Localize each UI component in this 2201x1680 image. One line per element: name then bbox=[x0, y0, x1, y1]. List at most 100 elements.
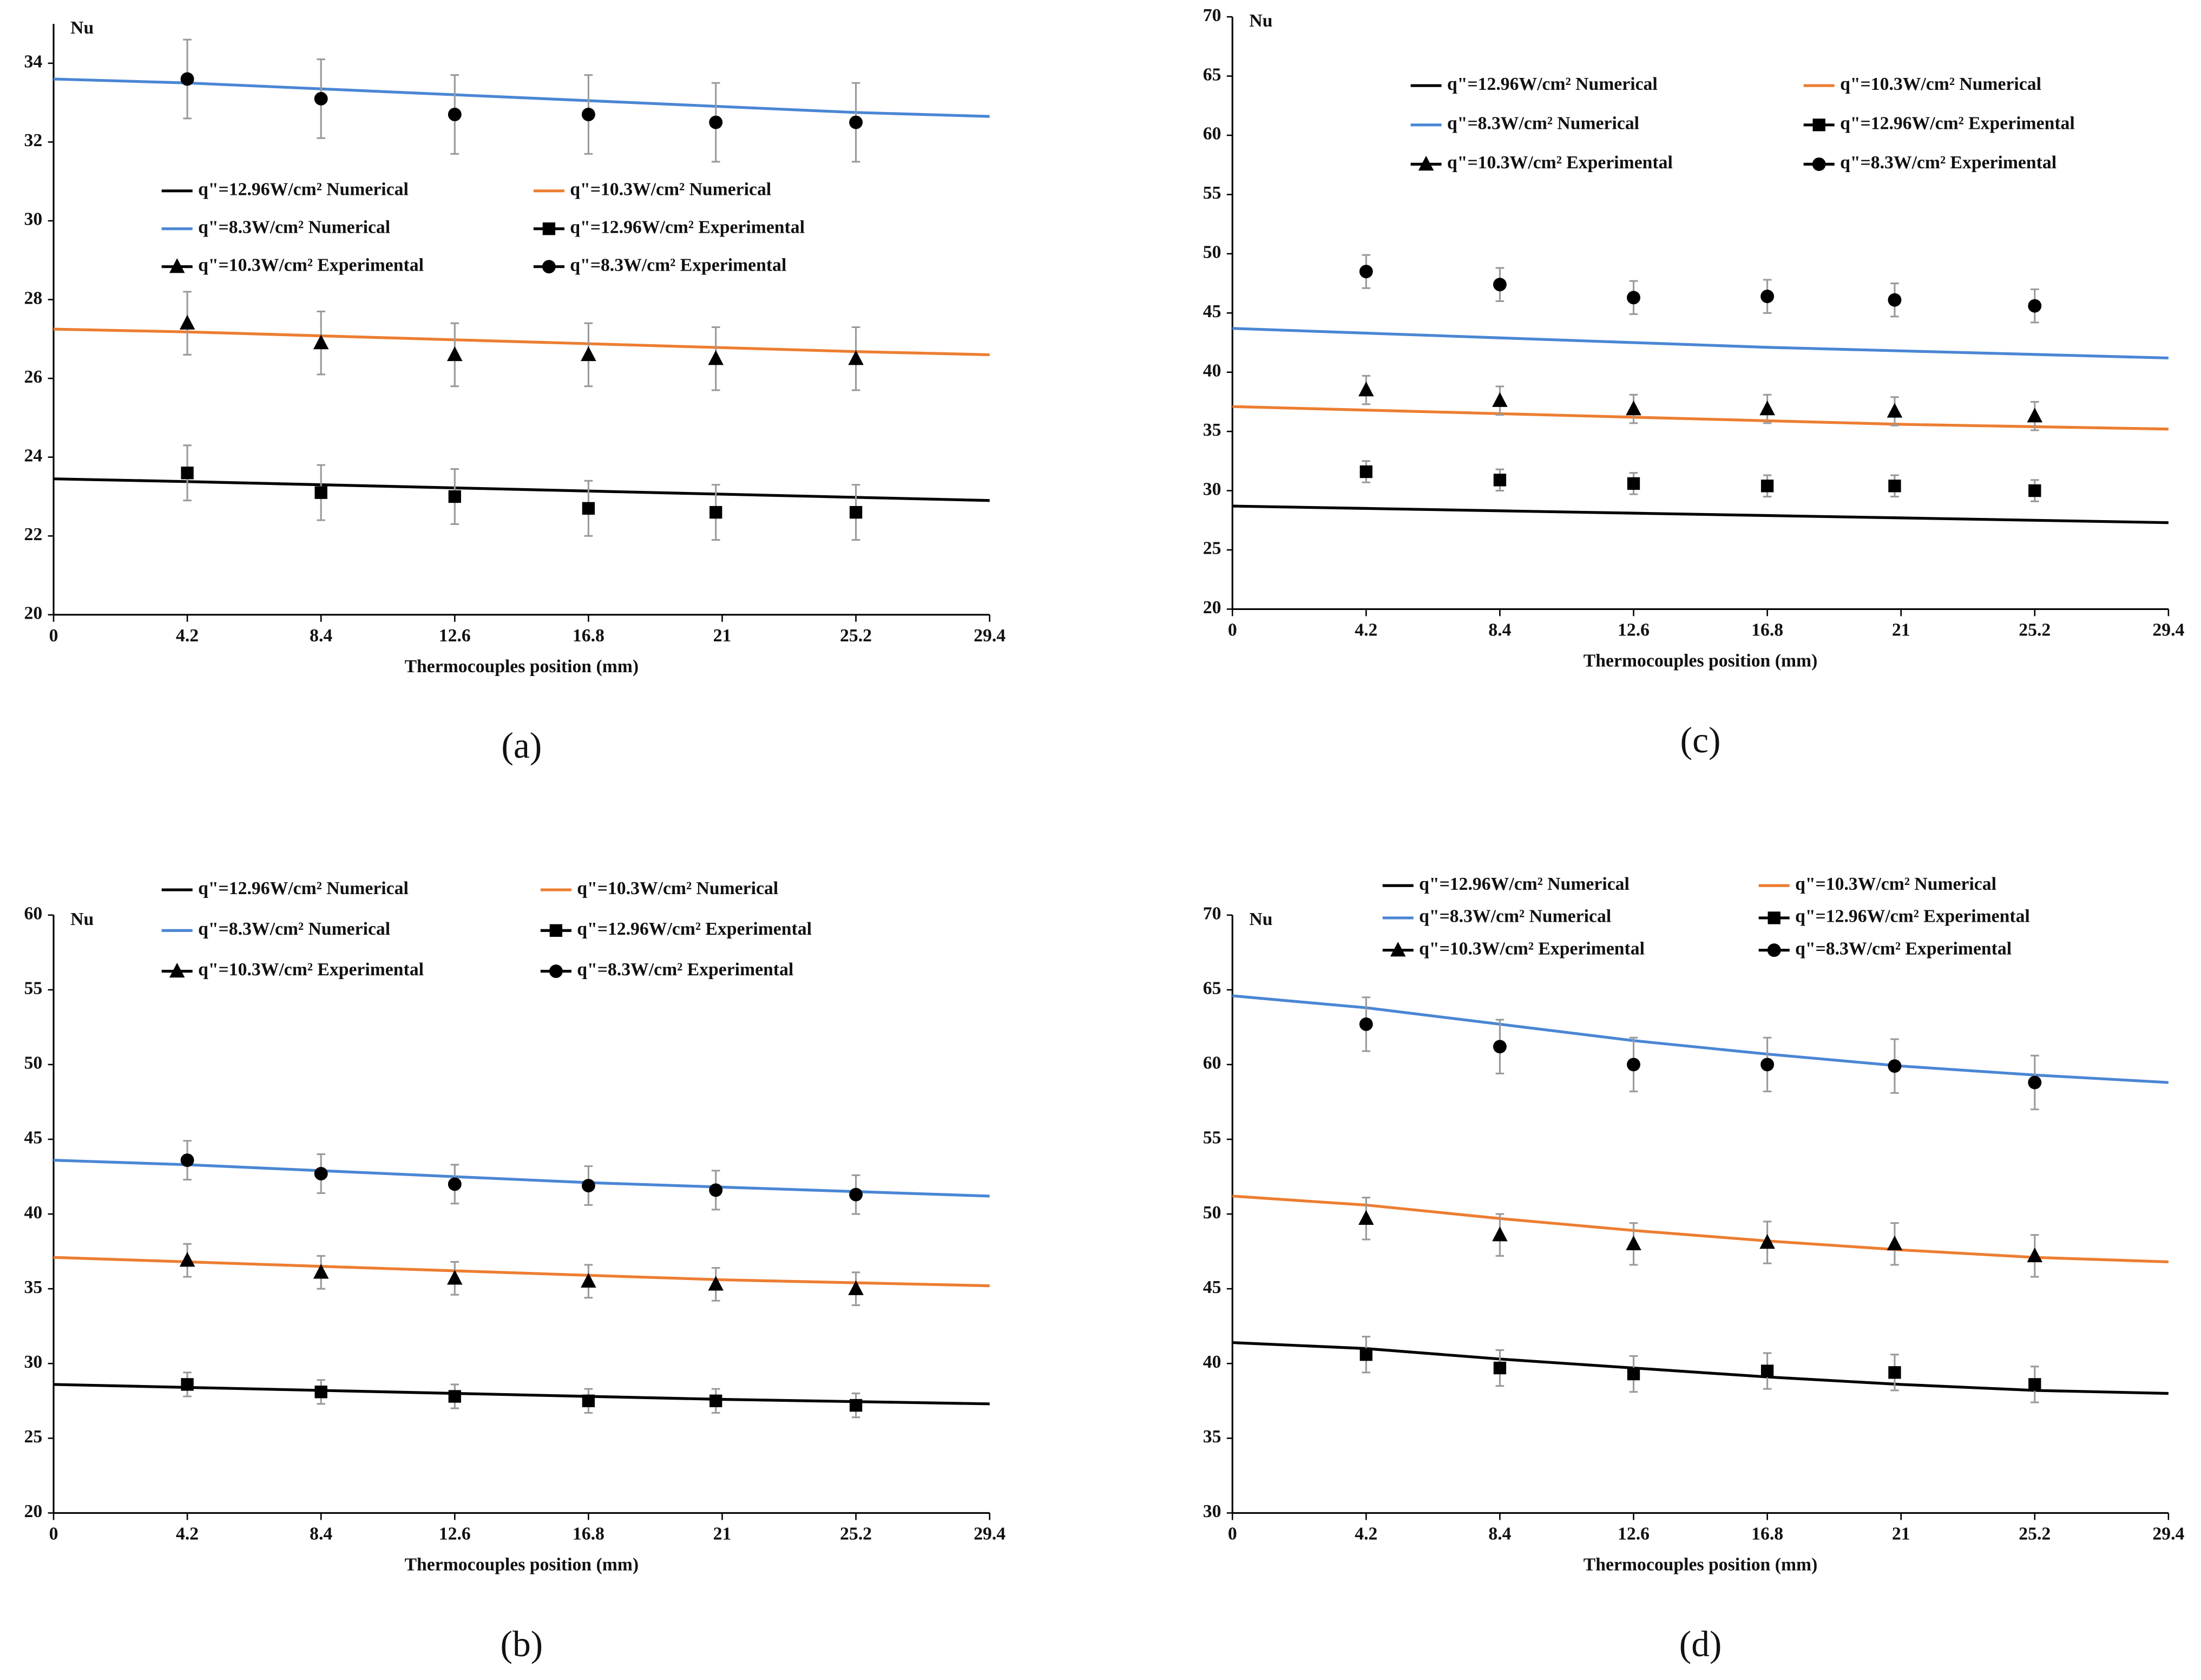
y-tick-label: 45 bbox=[1203, 1277, 1221, 1297]
x-axis-title: Thermocouples position (mm) bbox=[1584, 651, 1818, 671]
marker-circle bbox=[1627, 291, 1640, 305]
legend-label: q"=12.96W/cm² Numerical bbox=[1447, 74, 1658, 94]
y-tick-label: 30 bbox=[24, 209, 43, 229]
x-axis-title: Thermocouples position (mm) bbox=[405, 1555, 639, 1575]
marker-triangle bbox=[169, 258, 185, 273]
y-axis-title: Nu bbox=[70, 909, 94, 929]
marker-triangle bbox=[447, 1270, 463, 1285]
legend-label: q"=10.3W/cm² Experimental bbox=[1419, 939, 1645, 959]
y-axis-title: Nu bbox=[1249, 11, 1272, 31]
y-tick-label: 55 bbox=[24, 979, 43, 999]
marker-triangle bbox=[2027, 408, 2043, 423]
x-tick-label: 0 bbox=[49, 1524, 58, 1544]
numerical-line bbox=[1232, 1195, 2169, 1264]
marker-square bbox=[582, 502, 595, 515]
x-tick-label: 12.6 bbox=[1618, 620, 1650, 640]
marker-circle bbox=[581, 108, 595, 121]
y-tick-label: 35 bbox=[24, 1277, 43, 1297]
marker-circle bbox=[314, 91, 328, 106]
marker-circle bbox=[709, 115, 723, 129]
marker-circle bbox=[581, 1179, 595, 1193]
x-tick-label: 29.4 bbox=[2152, 620, 2184, 640]
marker-circle bbox=[1627, 1058, 1640, 1072]
y-tick-label: 20 bbox=[1203, 598, 1221, 618]
numerical-line bbox=[53, 327, 990, 357]
marker-circle bbox=[1493, 1040, 1507, 1054]
marker-square bbox=[849, 1399, 863, 1412]
marker-square bbox=[314, 1386, 327, 1399]
legend-label: q"=10.3W/cm² Numerical bbox=[570, 179, 771, 199]
legend-label: q"=8.3W/cm² Experimental bbox=[1795, 939, 2012, 959]
legend-label: q"=10.3W/cm² Experimental bbox=[198, 960, 424, 980]
marker-square bbox=[1760, 1364, 1774, 1377]
marker-circle bbox=[709, 1183, 723, 1197]
marker-circle bbox=[2028, 299, 2042, 313]
x-tick-label: 12.6 bbox=[439, 626, 471, 646]
marker-circle bbox=[2028, 1075, 2042, 1090]
numerical-line bbox=[53, 1383, 990, 1406]
x-tick-label: 8.4 bbox=[310, 626, 332, 646]
x-tick-label: 4.2 bbox=[176, 1524, 199, 1544]
x-tick-label: 29.4 bbox=[2152, 1524, 2184, 1544]
x-tick-label: 0 bbox=[1228, 1524, 1237, 1544]
marker-circle bbox=[849, 1187, 863, 1202]
y-tick-label: 34 bbox=[24, 52, 43, 72]
marker-circle bbox=[542, 260, 556, 274]
marker-circle bbox=[1493, 278, 1507, 292]
marker-square bbox=[1627, 477, 1640, 490]
y-tick-label: 28 bbox=[24, 288, 43, 308]
x-tick-label: 21 bbox=[1892, 1524, 1910, 1544]
x-tick-label: 16.8 bbox=[1751, 620, 1783, 640]
numerical-line bbox=[1232, 405, 2169, 431]
marker-square bbox=[542, 222, 556, 235]
marker-circle bbox=[1760, 1058, 1775, 1072]
legend-label: q"=10.3W/cm² Numerical bbox=[1795, 874, 1996, 894]
marker-square bbox=[1812, 119, 1825, 132]
marker-square bbox=[1888, 1366, 1901, 1379]
y-tick-label: 22 bbox=[24, 524, 43, 544]
y-tick-label: 50 bbox=[1203, 242, 1221, 262]
marker-circle bbox=[180, 1153, 194, 1167]
marker-triangle bbox=[1390, 942, 1406, 957]
y-tick-label: 50 bbox=[24, 1053, 43, 1073]
x-tick-label: 25.2 bbox=[840, 1524, 872, 1544]
marker-triangle bbox=[708, 350, 724, 365]
numerical-line bbox=[53, 1159, 990, 1198]
marker-circle bbox=[849, 115, 863, 129]
legend-label: q"=8.3W/cm² Experimental bbox=[1840, 153, 2057, 173]
x-tick-label: 16.8 bbox=[1751, 1524, 1783, 1544]
x-tick-label: 12.6 bbox=[439, 1524, 471, 1544]
y-tick-label: 50 bbox=[1203, 1203, 1221, 1223]
panel-label: (b) bbox=[501, 1624, 543, 1664]
marker-square bbox=[314, 486, 327, 499]
numerical-line bbox=[1232, 994, 2169, 1084]
x-tick-label: 0 bbox=[49, 626, 58, 646]
legend-label: q"=12.96W/cm² Numerical bbox=[198, 878, 409, 898]
y-tick-label: 40 bbox=[1203, 1352, 1221, 1372]
marker-triangle bbox=[1418, 155, 1434, 171]
marker-circle bbox=[448, 108, 462, 121]
y-axis-title: Nu bbox=[70, 18, 94, 38]
legend-label: q"=10.3W/cm² Experimental bbox=[1447, 153, 1673, 173]
legend-label: q"=10.3W/cm² Numerical bbox=[1840, 74, 2041, 94]
marker-triangle bbox=[1626, 1235, 1641, 1250]
y-tick-label: 24 bbox=[24, 445, 43, 465]
y-axis-title: Nu bbox=[1249, 909, 1272, 929]
marker-square bbox=[2028, 484, 2041, 497]
marker-square bbox=[1493, 1361, 1507, 1375]
marker-triangle bbox=[581, 346, 596, 362]
y-tick-label: 25 bbox=[1203, 539, 1221, 559]
marker-square bbox=[448, 1390, 461, 1403]
marker-square bbox=[1493, 474, 1507, 487]
marker-square bbox=[1768, 911, 1780, 924]
x-tick-label: 12.6 bbox=[1618, 1524, 1650, 1544]
marker-triangle bbox=[313, 334, 329, 350]
legend-label: q"=12.96W/cm² Numerical bbox=[1419, 874, 1630, 894]
marker-triangle bbox=[447, 346, 463, 362]
marker-triangle bbox=[1626, 400, 1641, 416]
legend-label: q"=12.96W/cm² Experimental bbox=[1840, 114, 2075, 134]
numerical-line bbox=[53, 477, 990, 502]
x-tick-label: 16.8 bbox=[573, 626, 605, 646]
marker-triangle bbox=[1887, 403, 1903, 418]
